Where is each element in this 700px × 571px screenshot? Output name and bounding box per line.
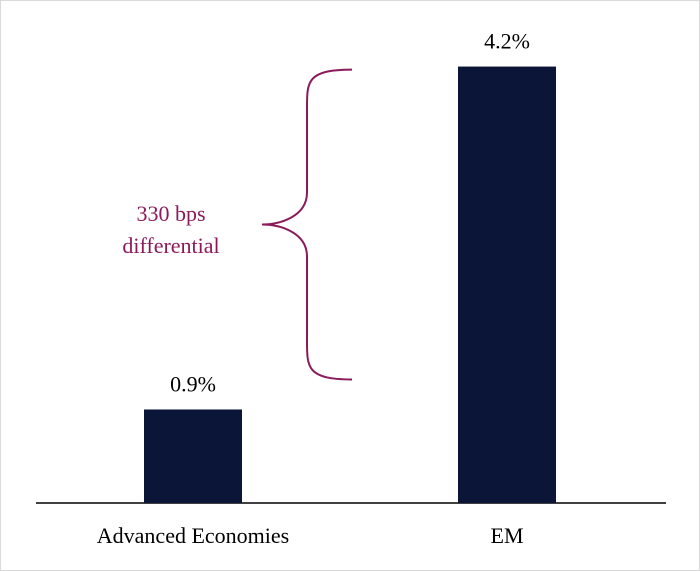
value-label-em: 4.2% xyxy=(484,29,530,54)
bar-em xyxy=(458,66,556,503)
differential-brace xyxy=(261,68,353,381)
value-label-advanced-economies: 0.9% xyxy=(170,371,216,396)
bar-advanced-economies xyxy=(144,409,242,503)
annotation-line-1: 330 bps xyxy=(136,201,205,226)
category-label-em: EM xyxy=(491,523,524,548)
annotation-line-2: differential xyxy=(122,233,219,258)
category-label-advanced-economies: Advanced Economies xyxy=(97,523,289,548)
